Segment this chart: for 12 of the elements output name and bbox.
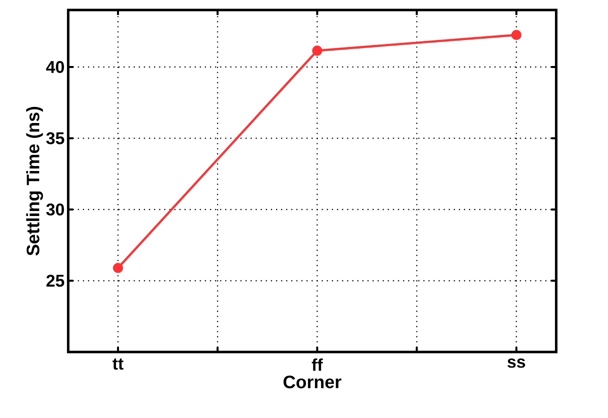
point: [312, 46, 322, 56]
y-axis-title: Settling Time (ns): [26, 106, 43, 256]
y-tick-label: 40: [46, 61, 64, 73]
point: [112, 262, 124, 273]
point: [511, 30, 522, 40]
y-tick-label: 30: [46, 203, 64, 216]
x-tick-label: ss: [508, 358, 526, 368]
x-axis-title: Corner: [284, 376, 342, 388]
x-tick-label: ff: [312, 358, 323, 371]
y-tick-label: 25: [46, 274, 64, 287]
x-tick-label: tt: [112, 358, 124, 370]
y-tick-label: 35: [46, 132, 64, 144]
